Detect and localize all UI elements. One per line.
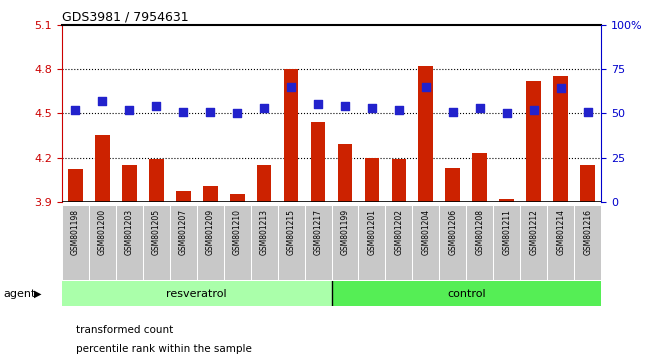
- Bar: [311, 122, 326, 202]
- Point: [528, 107, 539, 113]
- Text: GSM801212: GSM801212: [529, 209, 538, 255]
- Text: GSM801202: GSM801202: [395, 209, 404, 255]
- Text: GSM801210: GSM801210: [233, 209, 242, 255]
- Bar: [122, 165, 136, 202]
- Text: GSM801205: GSM801205: [151, 209, 161, 255]
- Bar: [257, 165, 272, 202]
- Text: ▶: ▶: [34, 289, 42, 299]
- Bar: [149, 159, 164, 202]
- Bar: [580, 165, 595, 202]
- Text: GSM801215: GSM801215: [287, 209, 296, 255]
- Bar: [332, 205, 359, 280]
- Text: GSM801206: GSM801206: [448, 209, 458, 255]
- Point: [151, 103, 161, 109]
- Bar: [553, 76, 568, 202]
- Point: [340, 103, 350, 109]
- Text: GSM801201: GSM801201: [367, 209, 376, 255]
- Text: control: control: [447, 289, 486, 299]
- Bar: [203, 185, 218, 202]
- Text: GSM801216: GSM801216: [583, 209, 592, 255]
- Text: GSM801199: GSM801199: [341, 209, 350, 255]
- Point: [124, 107, 135, 113]
- Point: [502, 110, 512, 116]
- Bar: [116, 205, 143, 280]
- Bar: [229, 194, 244, 202]
- Bar: [575, 205, 601, 280]
- Bar: [385, 205, 413, 280]
- Point: [259, 105, 269, 111]
- Bar: [224, 205, 251, 280]
- Bar: [473, 153, 488, 202]
- Text: percentile rank within the sample: percentile rank within the sample: [76, 344, 252, 354]
- Text: GSM801198: GSM801198: [71, 209, 80, 255]
- Text: GSM801213: GSM801213: [259, 209, 268, 255]
- Bar: [493, 205, 521, 280]
- Bar: [359, 205, 385, 280]
- Point: [582, 109, 593, 114]
- Bar: [170, 205, 196, 280]
- Bar: [337, 144, 352, 202]
- Bar: [88, 205, 116, 280]
- Bar: [419, 66, 434, 202]
- Text: GSM801203: GSM801203: [125, 209, 134, 255]
- Bar: [547, 205, 575, 280]
- Point: [97, 98, 107, 104]
- Point: [448, 109, 458, 114]
- Text: agent: agent: [3, 289, 36, 299]
- Bar: [304, 205, 332, 280]
- Bar: [278, 205, 304, 280]
- Text: GSM801217: GSM801217: [313, 209, 322, 255]
- Point: [556, 86, 566, 91]
- Bar: [413, 205, 439, 280]
- Bar: [467, 205, 493, 280]
- Point: [313, 102, 323, 107]
- Text: GSM801209: GSM801209: [205, 209, 214, 255]
- Point: [421, 84, 431, 90]
- Bar: [445, 168, 460, 202]
- Text: GSM801204: GSM801204: [421, 209, 430, 255]
- Bar: [391, 159, 406, 202]
- Point: [474, 105, 485, 111]
- Bar: [251, 205, 278, 280]
- Text: GDS3981 / 7954631: GDS3981 / 7954631: [62, 11, 188, 24]
- Bar: [143, 205, 170, 280]
- Text: GSM801200: GSM801200: [98, 209, 107, 255]
- Bar: [95, 135, 110, 202]
- Bar: [283, 69, 298, 202]
- Text: GSM801207: GSM801207: [179, 209, 188, 255]
- Bar: [332, 281, 601, 306]
- Bar: [196, 205, 224, 280]
- Text: resveratrol: resveratrol: [166, 289, 227, 299]
- Text: transformed count: transformed count: [76, 325, 174, 335]
- Point: [394, 107, 404, 113]
- Bar: [68, 169, 83, 202]
- Point: [232, 110, 242, 116]
- Bar: [62, 281, 332, 306]
- Text: GSM801211: GSM801211: [502, 209, 512, 255]
- Point: [70, 107, 81, 113]
- Point: [205, 109, 215, 114]
- Bar: [62, 205, 88, 280]
- Bar: [365, 158, 380, 202]
- Text: GSM801214: GSM801214: [556, 209, 566, 255]
- Point: [367, 105, 377, 111]
- Bar: [521, 205, 547, 280]
- Point: [178, 109, 188, 114]
- Bar: [439, 205, 467, 280]
- Text: GSM801208: GSM801208: [475, 209, 484, 255]
- Point: [286, 84, 296, 90]
- Bar: [499, 199, 514, 202]
- Bar: [176, 192, 190, 202]
- Bar: [526, 81, 541, 202]
